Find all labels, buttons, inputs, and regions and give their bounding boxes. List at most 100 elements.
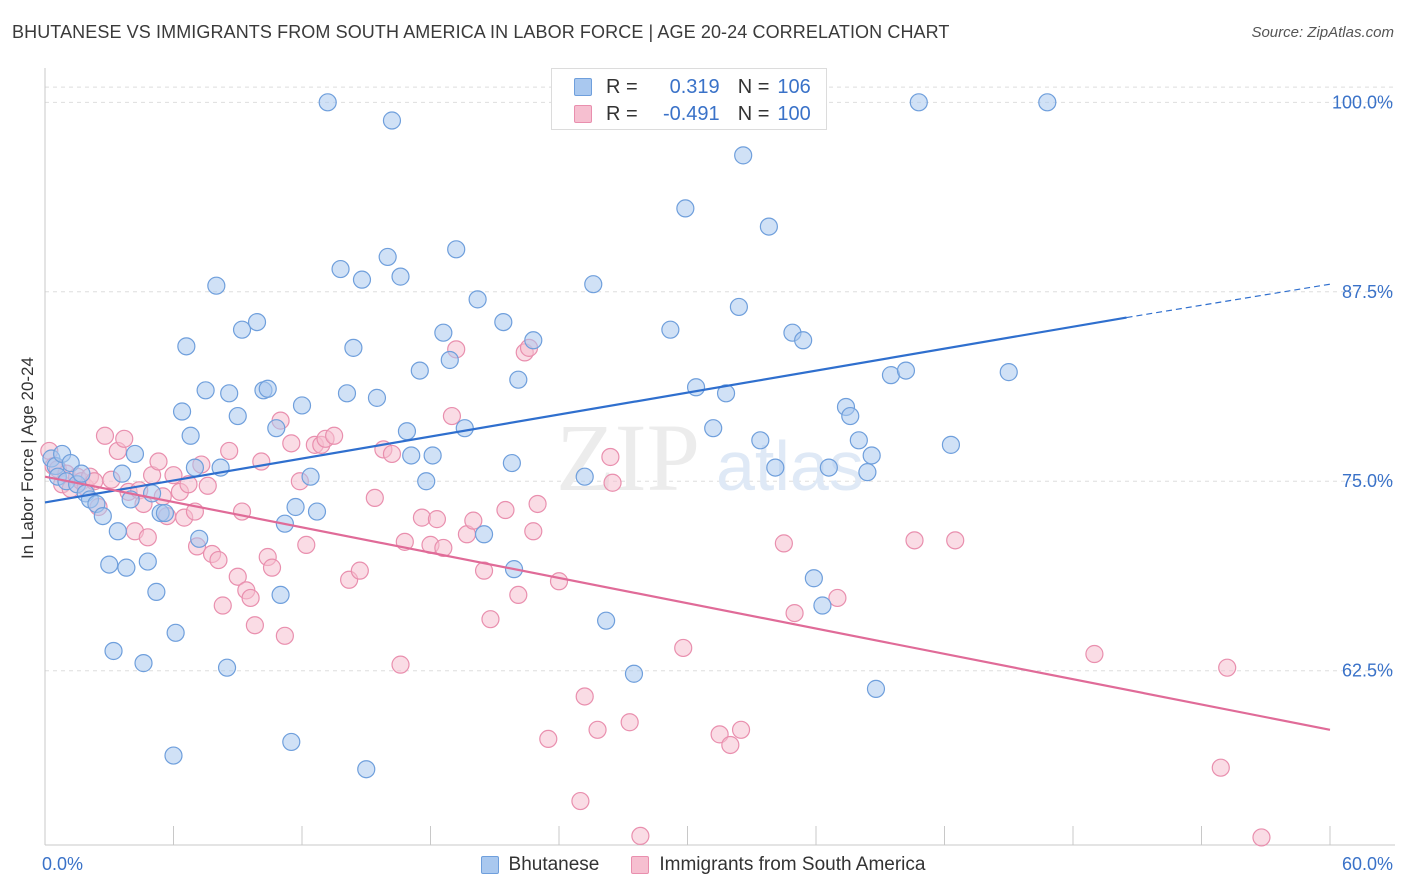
- bhutanese-point: [382, 111, 402, 130]
- bhutanese-point: [282, 732, 301, 752]
- bhutanese-point: [1038, 93, 1057, 112]
- bhutanese-point: [751, 431, 770, 450]
- bhutanese-point: [676, 199, 695, 218]
- south-america-point: [774, 534, 793, 553]
- bhutanese-point: [766, 458, 785, 477]
- source-credit: Source: ZipAtlas.com: [1251, 24, 1394, 41]
- x-tick-labels: 0.0% 60.0%: [42, 854, 1393, 874]
- south-america-point: [721, 735, 740, 755]
- correlation-legend: R = 0.319 N = 106 R = -0.491 N = 100: [551, 68, 827, 130]
- south-america-point: [539, 729, 558, 749]
- legend-item-bhutanese[interactable]: Bhutanese: [480, 854, 600, 876]
- south-america-point: [588, 720, 607, 739]
- watermark: ZIP atlas: [556, 404, 864, 511]
- bhutanese-point: [164, 746, 183, 765]
- bhutanese-point: [804, 569, 823, 588]
- bhutanese-point: [759, 217, 778, 236]
- south-america-point: [95, 426, 115, 445]
- bhutanese-point: [344, 338, 363, 357]
- south-america-point: [464, 511, 483, 530]
- bhutanese-point: [207, 276, 226, 295]
- bhutanese-point: [704, 419, 723, 438]
- chart-title: BHUTANESE VS IMMIGRANTS FROM SOUTH AMERI…: [12, 22, 950, 42]
- r-label: R =: [606, 102, 638, 125]
- south-america-point: [603, 473, 622, 492]
- bhutanese-point: [331, 259, 350, 279]
- south-america-point: [946, 531, 965, 550]
- south-america-point: [620, 713, 639, 732]
- south-america-point: [674, 638, 693, 658]
- y-axis-label: In Labor Force | Age 20-24: [18, 357, 37, 559]
- south-america-point: [828, 588, 847, 608]
- bhutanese-point: [292, 396, 312, 415]
- bhutanese-point: [468, 290, 487, 309]
- south-america-point: [245, 616, 264, 635]
- bhutanese-point: [258, 379, 277, 398]
- bhutanese-point: [881, 366, 901, 385]
- bhutanese-point: [999, 363, 1018, 382]
- y-tick-label: 87.5%: [1342, 282, 1393, 302]
- south-america-point: [434, 538, 453, 558]
- south-america-point: [442, 406, 462, 426]
- south-america-point: [481, 610, 500, 629]
- south-america-point: [509, 585, 528, 605]
- bhutanese-point: [72, 464, 91, 483]
- south-america-point: [1252, 828, 1271, 847]
- bhutanese-point: [228, 406, 247, 426]
- bhutanese-swatch: [480, 856, 499, 874]
- bhutanese-point: [378, 247, 397, 267]
- bhutanese-point: [104, 641, 123, 661]
- trend-lines: [44, 283, 1331, 731]
- bhutanese-point: [307, 502, 327, 521]
- bhutanese-point: [494, 312, 513, 332]
- south-america-swatch: [631, 856, 650, 874]
- bhutanese-point: [247, 312, 267, 332]
- bhutanese-point: [112, 464, 132, 483]
- bhutanese-point: [575, 467, 594, 486]
- bhutanese-point: [267, 419, 286, 438]
- bhutanese-point: [716, 384, 736, 403]
- bhutanese-trend-line: [44, 316, 1127, 504]
- south-america-point: [179, 475, 198, 494]
- south-america-point: [350, 561, 369, 580]
- bhutanese-point: [941, 435, 961, 454]
- south-america-point: [282, 434, 301, 453]
- r-value: 0.319: [669, 75, 720, 98]
- series-bhutanese-points: [42, 93, 1057, 779]
- south-america-point: [1085, 644, 1104, 664]
- bhutanese-point: [155, 503, 175, 523]
- y-tick-label: 62.5%: [1342, 661, 1393, 681]
- y-tick-labels: 62.5% 75.0% 87.5% 100.0%: [1332, 92, 1393, 680]
- south-america-point: [731, 720, 751, 739]
- watermark-atlas: atlas: [716, 427, 864, 505]
- south-america-point: [905, 531, 924, 550]
- south-america-point: [275, 626, 294, 645]
- south-america-point: [496, 500, 515, 520]
- south-america-point: [571, 791, 590, 811]
- south-america-point: [213, 596, 232, 615]
- bhutanese-trend-extension: [1126, 283, 1331, 319]
- y-tick-label: 75.0%: [1342, 471, 1393, 491]
- bhutanese-point: [271, 585, 290, 605]
- bhutanese-point: [410, 361, 429, 380]
- south-america-point: [382, 444, 402, 464]
- bhutanese-point: [849, 431, 868, 450]
- bhutanese-point: [232, 320, 252, 339]
- south-america-point: [325, 426, 344, 445]
- south-america-point: [138, 528, 157, 547]
- bhutanese-point: [318, 93, 337, 112]
- south-america-point: [412, 508, 432, 527]
- bhutanese-point: [509, 370, 528, 389]
- bhutanese-point: [220, 384, 239, 403]
- bhutanese-point: [729, 297, 749, 317]
- bhutanese-point: [217, 658, 237, 677]
- legend-label-bhutanese: Bhutanese: [508, 854, 600, 875]
- bhutanese-point: [367, 388, 387, 407]
- bhutanese-point: [417, 472, 436, 491]
- south-america-point: [262, 558, 282, 577]
- bhutanese-point: [357, 760, 376, 779]
- bhutanese-point: [337, 384, 357, 403]
- legend-item-south-america[interactable]: Immigrants from South America: [631, 854, 925, 876]
- stat-row-south-america: R = -0.491 N = 100: [574, 101, 811, 127]
